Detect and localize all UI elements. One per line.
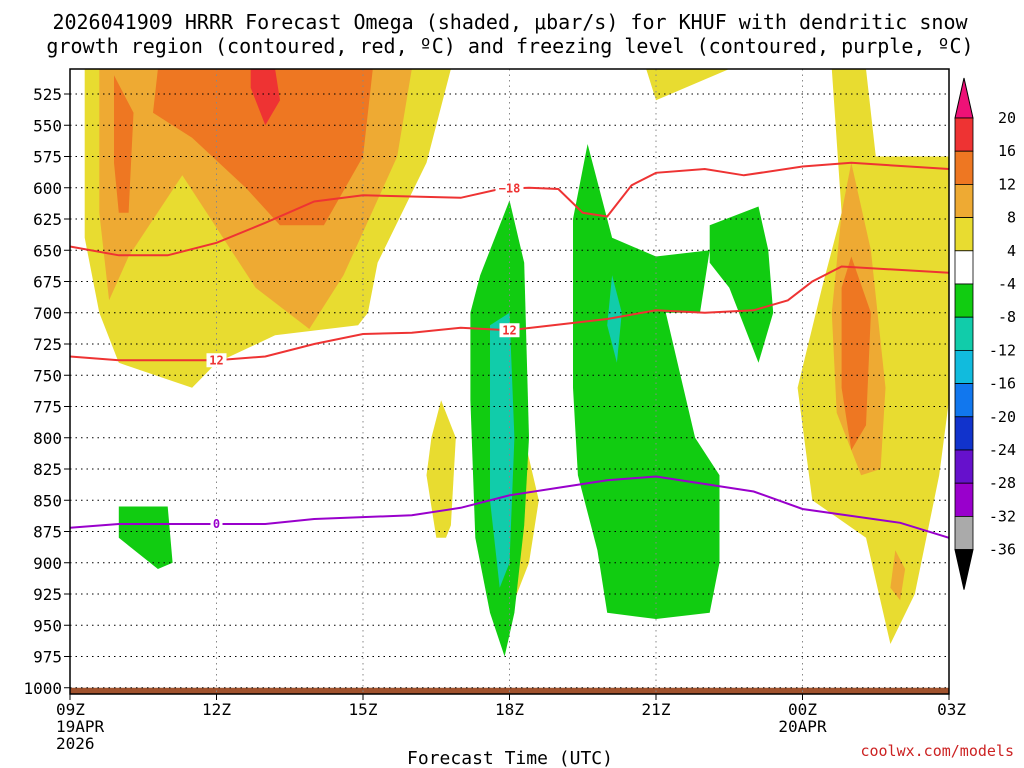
y-tick-label: 800 bbox=[33, 429, 62, 448]
x-tick-label: 00Z bbox=[788, 700, 817, 719]
contour-label-bg bbox=[210, 517, 223, 531]
colorbar-label: -8 bbox=[998, 308, 1016, 326]
colorbar-label: -20 bbox=[989, 408, 1016, 426]
contour-label-bg bbox=[206, 353, 227, 368]
omega-region-2-2 bbox=[841, 256, 871, 451]
contour-label-freezing-level: 0 bbox=[213, 517, 220, 531]
colorbar-label: -24 bbox=[989, 441, 1016, 459]
y-tick-label: 825 bbox=[33, 460, 62, 479]
x-tick-label: 15Z bbox=[349, 700, 378, 719]
contour-label-dendritic-lower: 12 bbox=[502, 323, 516, 337]
y-tick-label: 600 bbox=[33, 179, 62, 198]
colorbar-swatch bbox=[954, 482, 974, 517]
y-axis: 525 550 575 600 625 650 675 700 725 750 775 800 825 8… bbox=[23, 85, 70, 698]
colorbar-swatch bbox=[954, 383, 974, 418]
omega-region-2-0 bbox=[114, 75, 134, 213]
colorbar-label: -36 bbox=[989, 541, 1016, 559]
y-tick-label: 550 bbox=[33, 116, 62, 135]
colorbar-label: -28 bbox=[989, 474, 1016, 492]
y-tick-label: 900 bbox=[33, 554, 62, 573]
omega-region-4-3 bbox=[118, 506, 173, 569]
colorbar-label: -32 bbox=[989, 507, 1016, 525]
colorbar-swatch bbox=[954, 349, 974, 384]
omega-region-0-1 bbox=[646, 69, 730, 101]
omega-region-5-1 bbox=[607, 275, 622, 363]
colorbar-label: -4 bbox=[998, 275, 1016, 293]
omega-region-0-3 bbox=[426, 400, 456, 538]
colorbar-label: 12 bbox=[998, 175, 1016, 193]
y-tick-label: 775 bbox=[33, 398, 62, 417]
colorbar-swatch bbox=[954, 449, 974, 484]
colorbar-label: 8 bbox=[1007, 209, 1016, 227]
y-tick-label: 675 bbox=[33, 273, 62, 292]
colorbar-label: 20 bbox=[998, 109, 1016, 127]
x-tick-label: 21Z bbox=[642, 700, 671, 719]
colorbar: 20 16 12 8 4 -4 -8 -12 -16 -20 -24 -28 -32 -36 bbox=[954, 77, 1016, 590]
x-tick-date: 20APR bbox=[778, 717, 827, 736]
y-tick-label: 925 bbox=[33, 585, 62, 604]
colorbar-swatch bbox=[954, 516, 974, 551]
omega-region-3-0 bbox=[250, 69, 280, 126]
y-tick-label: 975 bbox=[33, 648, 62, 667]
omega-region-2-1 bbox=[153, 69, 373, 226]
colorbar-swatch bbox=[954, 217, 974, 252]
contour-label-bg bbox=[495, 181, 524, 196]
y-tick-label: 950 bbox=[33, 616, 62, 635]
x-tick-label: 12Z bbox=[202, 700, 231, 719]
contour-dendritic-upper bbox=[69, 161, 950, 257]
x-tick-year: 2026 bbox=[56, 734, 95, 753]
y-tick-label: 850 bbox=[33, 491, 62, 510]
x-tick-label: 18Z bbox=[495, 700, 524, 719]
colorbar-label: -12 bbox=[989, 341, 1016, 359]
contour-layer: 12 12 −18 0 bbox=[69, 161, 950, 539]
y-tick-label: 625 bbox=[33, 210, 62, 229]
omega-region-5-0 bbox=[490, 312, 515, 588]
colorbar-swatch bbox=[954, 283, 974, 318]
credit-text: coolwx.com/models bbox=[860, 742, 1014, 760]
y-tick-label: 700 bbox=[33, 304, 62, 323]
y-tick-label: 1000 bbox=[23, 679, 62, 698]
title-line-2: growth region (contoured, red, ºC) and f… bbox=[46, 34, 973, 58]
x-tick-label: 03Z bbox=[937, 700, 966, 719]
x-axis-title: Forecast Time (UTC) bbox=[407, 748, 613, 768]
omega-region-4-2 bbox=[709, 206, 774, 363]
x-tick-label: 09Z bbox=[56, 700, 85, 719]
contour-freezing-level bbox=[69, 475, 950, 539]
colorbar-bottom-arrow bbox=[954, 549, 974, 590]
contour-label-dendritic-lower: 12 bbox=[209, 353, 223, 367]
y-tick-label: 750 bbox=[33, 366, 62, 385]
colorbar-label: 16 bbox=[998, 142, 1016, 160]
y-tick-label: 875 bbox=[33, 523, 62, 542]
colorbar-swatch bbox=[954, 250, 974, 285]
colorbar-swatch bbox=[954, 150, 974, 185]
y-tick-label: 725 bbox=[33, 335, 62, 354]
y-tick-label: 525 bbox=[33, 85, 62, 104]
y-tick-label: 650 bbox=[33, 241, 62, 260]
title-line-1: 2026041909 HRRR Forecast Omega (shaded, … bbox=[52, 10, 968, 34]
colorbar-label: 4 bbox=[1007, 242, 1016, 260]
colorbar-label: -16 bbox=[989, 375, 1016, 393]
y-tick-label: 575 bbox=[33, 148, 62, 167]
colorbar-swatch bbox=[954, 316, 974, 351]
contour-label-dendritic-upper: −18 bbox=[499, 182, 521, 196]
colorbar-swatch bbox=[954, 183, 974, 218]
contour-label-bg bbox=[499, 323, 520, 338]
chart-title: 2026041909 HRRR Forecast Omega (shaded, … bbox=[46, 10, 973, 58]
grid-layer bbox=[69, 69, 950, 694]
colorbar-top-arrow bbox=[954, 77, 974, 119]
colorbar-swatch bbox=[954, 416, 974, 451]
colorbar-swatch bbox=[954, 117, 974, 152]
x-tick-date: 19APR bbox=[56, 717, 105, 736]
